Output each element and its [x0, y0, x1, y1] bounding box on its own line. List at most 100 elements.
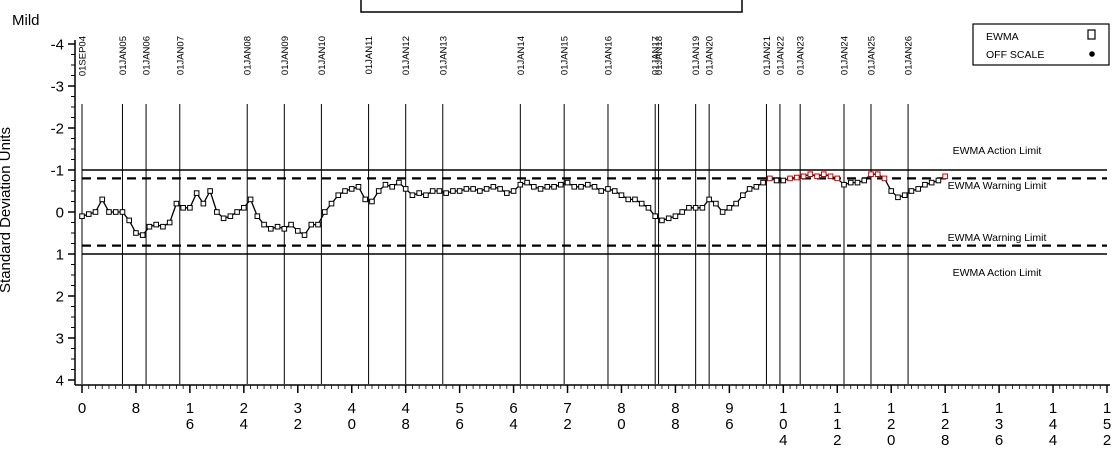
y-tick-label: -3 [51, 79, 64, 96]
ewma-point [504, 190, 510, 196]
ewma-point [497, 186, 503, 192]
event-label: 01JAN12 [401, 36, 412, 75]
ewma-point [362, 196, 369, 203]
ewma-point [274, 223, 281, 230]
ewma-point [861, 177, 868, 184]
ewma-point [895, 194, 901, 201]
legend-label: OFF SCALE [986, 49, 1044, 61]
y-tick-label: 3 [56, 331, 64, 348]
ewma-point [645, 205, 652, 211]
ewma-point [928, 179, 935, 186]
ewma-point [173, 200, 180, 207]
ewma-point [672, 213, 679, 219]
ewma-point [369, 198, 375, 205]
y-tick-label: 4 [56, 373, 64, 390]
ewma-point [193, 190, 200, 196]
ewma-point [773, 177, 780, 184]
ewma-point [301, 232, 308, 238]
ewma-point [234, 209, 240, 215]
ewma-point [133, 230, 139, 236]
ewma-point [99, 196, 106, 203]
ewma-point [139, 232, 146, 238]
ewma-point [281, 226, 288, 232]
event-label: 01JAN07 [175, 36, 186, 75]
ewma-point [510, 188, 517, 194]
event-label: 01JAN08 [243, 36, 254, 75]
ewma-point [268, 226, 274, 232]
series-layer [79, 171, 948, 238]
ewma-point [713, 200, 719, 207]
title-box [360, 0, 743, 13]
ewma-point [800, 173, 807, 180]
event-label: 01JAN06 [142, 36, 153, 75]
ewma-point [787, 175, 793, 182]
ewma-point [146, 223, 153, 230]
ewma-point [92, 209, 99, 215]
event-label: 01JAN18 [654, 36, 665, 75]
ewma-point [598, 188, 605, 194]
ewma-point [794, 174, 800, 181]
ewma-point [355, 184, 362, 190]
ewma-point [106, 209, 112, 215]
event-label: 01JAN13 [438, 36, 449, 75]
ewma-point [686, 205, 692, 211]
ewma-point [254, 213, 261, 219]
ewma-point [537, 186, 544, 192]
event-label: 01JAN24 [840, 36, 851, 75]
ewma-point [200, 200, 207, 207]
ewma-point [935, 177, 942, 184]
ewma-point [922, 181, 928, 188]
ewma-point [112, 209, 119, 215]
limit-label: EWMA Action Limit [953, 145, 1042, 157]
event-label: 01JAN15 [560, 36, 571, 75]
ewma-point [841, 181, 847, 188]
y-tick-label: -1 [51, 163, 64, 180]
ewma-point [868, 171, 874, 177]
event-label: 01SEP04 [78, 36, 89, 76]
limit-lines: EWMA Action Limit EWMA Warning Limit EWMA … [82, 145, 1107, 279]
ewma-point [389, 184, 395, 190]
ewma-point [625, 196, 632, 203]
ewma-point [79, 213, 85, 219]
event-lines: 01SEP04 01JAN05 01JAN06 01JAN07 01JAN08 01JAN… [78, 36, 915, 384]
ewma-point [706, 196, 712, 203]
ewma-point [814, 173, 820, 180]
y-tick-label: 1 [56, 247, 64, 264]
ewma-point [490, 184, 497, 190]
ewma-point [726, 205, 733, 211]
ewma-point [638, 200, 645, 207]
ewma-point [760, 179, 766, 186]
ewma-point [611, 188, 618, 194]
limit-label: EWMA Warning Limit [948, 232, 1047, 244]
event-label: 01JAN25 [866, 36, 877, 75]
y-tick-label: -4 [51, 37, 64, 54]
ewma-point [591, 184, 598, 190]
ewma-point [564, 179, 571, 186]
ewma-point [571, 184, 578, 190]
ewma-point [119, 209, 126, 215]
ewma-point [85, 211, 92, 217]
ewma-point [321, 209, 328, 215]
event-label: 01JAN23 [796, 36, 807, 75]
ewma-point [665, 215, 672, 222]
ewma-point [450, 188, 456, 194]
ewma-point [618, 192, 625, 198]
ewma-point [692, 205, 699, 211]
ewma-point [659, 217, 665, 224]
ewma-point [402, 186, 409, 192]
ewma-point [854, 179, 861, 186]
ewma-point [477, 188, 483, 194]
y-tick-label: -2 [51, 121, 64, 138]
